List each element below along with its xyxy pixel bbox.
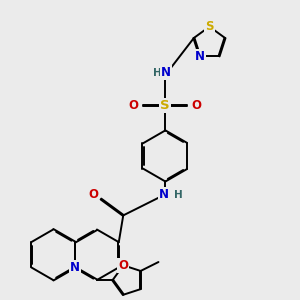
Text: H: H <box>174 190 183 200</box>
Text: N: N <box>70 261 80 274</box>
Text: O: O <box>88 188 98 201</box>
Text: S: S <box>205 20 214 33</box>
Text: O: O <box>191 99 201 112</box>
Text: S: S <box>160 99 170 112</box>
Text: N: N <box>159 188 169 201</box>
Text: N: N <box>161 66 171 79</box>
Text: H: H <box>153 68 162 78</box>
Text: O: O <box>118 259 128 272</box>
Text: N: N <box>195 50 205 63</box>
Text: O: O <box>129 99 139 112</box>
